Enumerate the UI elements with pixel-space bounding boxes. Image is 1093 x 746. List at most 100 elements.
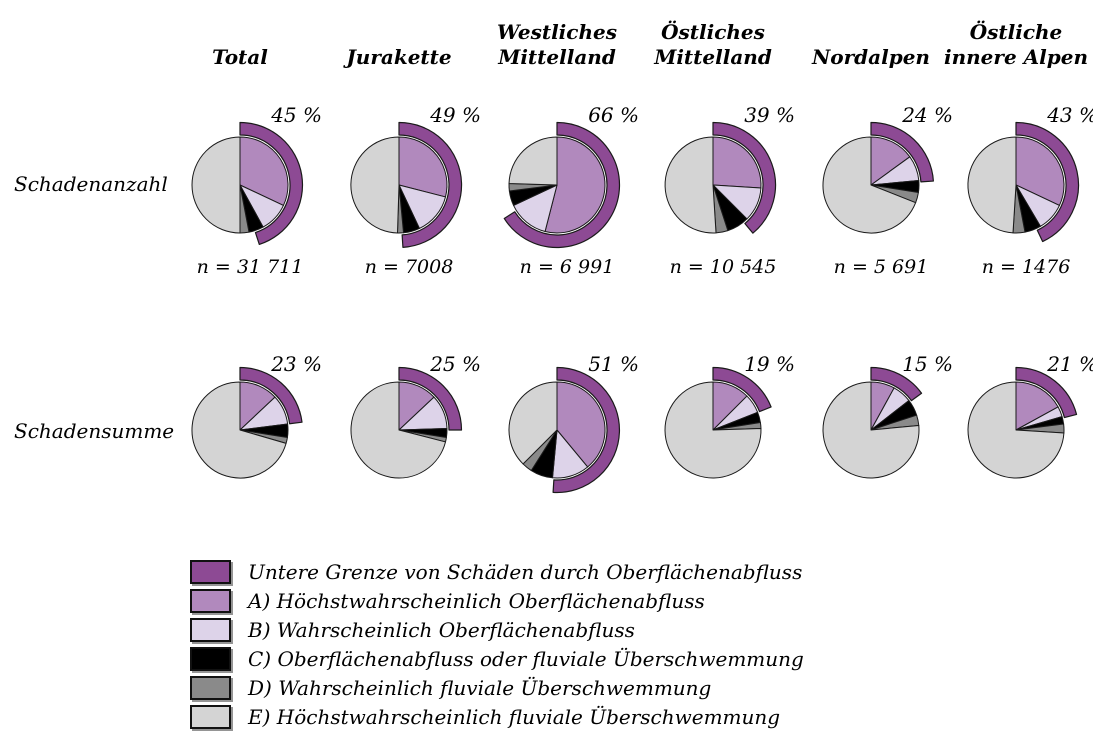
column-header-line: Westliches (497, 20, 617, 44)
pie-chart-svg (191, 121, 304, 246)
legend-item-C: C) Oberflächenabfluss oder fluviale Über… (190, 647, 804, 671)
outer-arc (503, 121, 621, 249)
slice-E (822, 381, 920, 479)
pie-schadensumme-4: 19 % (633, 350, 795, 510)
pie-chart-svg (822, 366, 923, 479)
pie-chart-svg (503, 121, 621, 249)
legend-item-outer_arc: Untere Grenze von Schäden durch Oberfläc… (190, 560, 804, 584)
pie-chart-svg (822, 121, 934, 234)
pie-schadenanzahl-2: 49 % n = 7008 (319, 103, 481, 278)
slice-E (508, 381, 558, 465)
n-label: n = 5 691 (833, 256, 929, 278)
slice-A (544, 136, 606, 234)
slice-E (350, 381, 446, 479)
outer-arc (1015, 366, 1078, 419)
n-label: n = 31 711 (196, 256, 304, 278)
legend-swatch-A (190, 589, 231, 613)
outer-arc (712, 366, 772, 413)
column-header-line: Mittelland (654, 45, 772, 69)
slice-E (822, 136, 917, 234)
legend-label: E) Höchstwahrscheinlich fluviale Übersch… (248, 705, 781, 729)
outer-arc (239, 366, 303, 425)
pie-schadensumme-2: 25 % (319, 350, 481, 510)
pie-chart-svg (967, 121, 1080, 243)
pie-chart-svg (967, 366, 1078, 479)
outer-arc (398, 121, 463, 248)
legend-swatch-E (190, 705, 231, 729)
n-label: n = 7008 (364, 256, 454, 278)
legend-swatch-outer_arc (190, 560, 231, 584)
slice-E (967, 136, 1017, 234)
legend-label: Untere Grenze von Schäden durch Oberfläc… (248, 560, 803, 584)
outer-arc (870, 121, 934, 183)
column-header-line: Östliches (661, 20, 765, 44)
percent-label: 45 % (271, 103, 322, 127)
pie-schadensumme-5: 15 % (791, 350, 953, 510)
slice-E (350, 136, 400, 234)
column-header-3: Westliches Mittelland (467, 16, 647, 70)
column-header-line: Jurakette (346, 45, 452, 69)
slice-A (1015, 136, 1065, 206)
pie-schadensumme-1: 23 % (160, 350, 322, 510)
pie-chart-svg (350, 121, 463, 248)
legend-item-D: D) Wahrscheinlich fluviale Überschwemmun… (190, 676, 804, 700)
legend-item-B: B) Wahrscheinlich Oberflächenabfluss (190, 618, 804, 642)
percent-label: 49 % (430, 103, 481, 127)
percent-label: 39 % (744, 103, 795, 127)
column-header-6: Östliche innere Alpen (926, 16, 1093, 70)
percent-label: 19 % (744, 352, 795, 376)
pie-chart-svg (191, 366, 303, 479)
percent-label: 43 % (1047, 103, 1093, 127)
pie-schadensumme-3: 51 % (477, 350, 639, 510)
column-header-line: innere Alpen (944, 45, 1088, 69)
outer-arc (552, 366, 621, 494)
column-header-line: Östliche (969, 20, 1063, 44)
row-label-schadensumme: Schadensumme (14, 419, 175, 443)
outer-arc (1015, 121, 1080, 243)
pie-chart-svg (508, 366, 621, 494)
slice-A (239, 136, 289, 206)
percent-label: 66 % (588, 103, 639, 127)
pie-schadenanzahl-3: 66 % n = 6 991 (477, 103, 639, 278)
pie-chart-svg (664, 121, 777, 234)
outer-arc (870, 366, 923, 402)
slice-E (191, 381, 287, 479)
slice-A (1015, 381, 1059, 431)
slice-A (712, 136, 762, 189)
slice-E (967, 381, 1065, 479)
outer-arc (712, 121, 777, 234)
pie-schadenanzahl-4: 39 % n = 10 545 (633, 103, 795, 278)
outer-arc (239, 121, 304, 246)
slice-E (508, 136, 558, 186)
n-label: n = 6 991 (519, 256, 615, 278)
legend-item-E: E) Höchstwahrscheinlich fluviale Übersch… (190, 705, 804, 729)
column-header-4: Östliches Mittelland (623, 16, 803, 70)
pie-chart-svg (350, 366, 463, 479)
percent-label: 51 % (588, 352, 639, 376)
percent-label: 23 % (271, 352, 322, 376)
pie-schadensumme-6: 21 % (936, 350, 1093, 510)
pie-chart-svg (664, 366, 772, 479)
slice-E (191, 136, 241, 234)
column-header-5: Nordalpen (781, 16, 961, 70)
legend-label: A) Höchstwahrscheinlich Oberflächenabflu… (248, 589, 705, 613)
percent-label: 24 % (902, 103, 953, 127)
column-header-line: Mittelland (498, 45, 616, 69)
legend: Untere Grenze von Schäden durch Oberfläc… (190, 560, 804, 734)
pie-schadenanzahl-6: 43 % n = 1476 (936, 103, 1093, 278)
column-header-line: Nordalpen (812, 45, 930, 69)
n-label: n = 1476 (981, 256, 1071, 278)
row-label-schadenanzahl: Schadenanzahl (14, 172, 168, 196)
legend-label: C) Oberflächenabfluss oder fluviale Über… (248, 647, 804, 671)
legend-label: B) Wahrscheinlich Oberflächenabfluss (248, 618, 635, 642)
legend-swatch-C (190, 647, 231, 671)
legend-swatch-D (190, 676, 231, 700)
n-label: n = 10 545 (669, 256, 777, 278)
pie-schadenanzahl-5: 24 % n = 5 691 (791, 103, 953, 278)
percent-label: 25 % (430, 352, 481, 376)
slice-E (664, 136, 717, 234)
pie-schadenanzahl-1: 45 % n = 31 711 (160, 103, 322, 278)
column-header-2: Jurakette (309, 16, 489, 70)
slice-A (398, 136, 448, 198)
